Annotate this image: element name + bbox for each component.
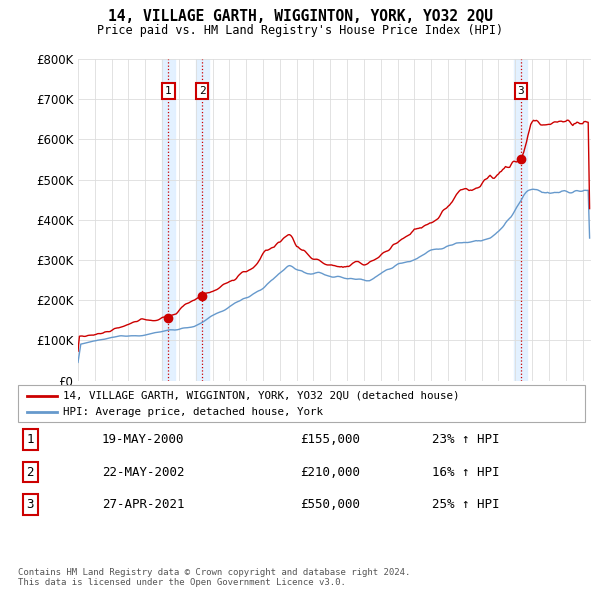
Text: Contains HM Land Registry data © Crown copyright and database right 2024.
This d: Contains HM Land Registry data © Crown c… bbox=[18, 568, 410, 587]
Text: 2: 2 bbox=[26, 466, 34, 478]
Text: 16% ↑ HPI: 16% ↑ HPI bbox=[432, 466, 499, 478]
Bar bbox=[196, 59, 209, 381]
Text: £210,000: £210,000 bbox=[300, 466, 360, 478]
Text: 1: 1 bbox=[26, 433, 34, 446]
Text: 1: 1 bbox=[165, 86, 172, 96]
Text: 25% ↑ HPI: 25% ↑ HPI bbox=[432, 498, 499, 511]
Text: £155,000: £155,000 bbox=[300, 433, 360, 446]
Text: Price paid vs. HM Land Registry's House Price Index (HPI): Price paid vs. HM Land Registry's House … bbox=[97, 24, 503, 37]
Bar bbox=[514, 59, 527, 381]
Text: 22-MAY-2002: 22-MAY-2002 bbox=[102, 466, 185, 478]
Text: HPI: Average price, detached house, York: HPI: Average price, detached house, York bbox=[63, 407, 323, 417]
Bar bbox=[162, 59, 175, 381]
Text: 14, VILLAGE GARTH, WIGGINTON, YORK, YO32 2QU: 14, VILLAGE GARTH, WIGGINTON, YORK, YO32… bbox=[107, 9, 493, 24]
Text: 3: 3 bbox=[517, 86, 524, 96]
Text: 14, VILLAGE GARTH, WIGGINTON, YORK, YO32 2QU (detached house): 14, VILLAGE GARTH, WIGGINTON, YORK, YO32… bbox=[63, 391, 460, 401]
Text: 2: 2 bbox=[199, 86, 206, 96]
Text: 23% ↑ HPI: 23% ↑ HPI bbox=[432, 433, 499, 446]
Text: £550,000: £550,000 bbox=[300, 498, 360, 511]
Text: 19-MAY-2000: 19-MAY-2000 bbox=[102, 433, 185, 446]
Text: 27-APR-2021: 27-APR-2021 bbox=[102, 498, 185, 511]
Text: 3: 3 bbox=[26, 498, 34, 511]
